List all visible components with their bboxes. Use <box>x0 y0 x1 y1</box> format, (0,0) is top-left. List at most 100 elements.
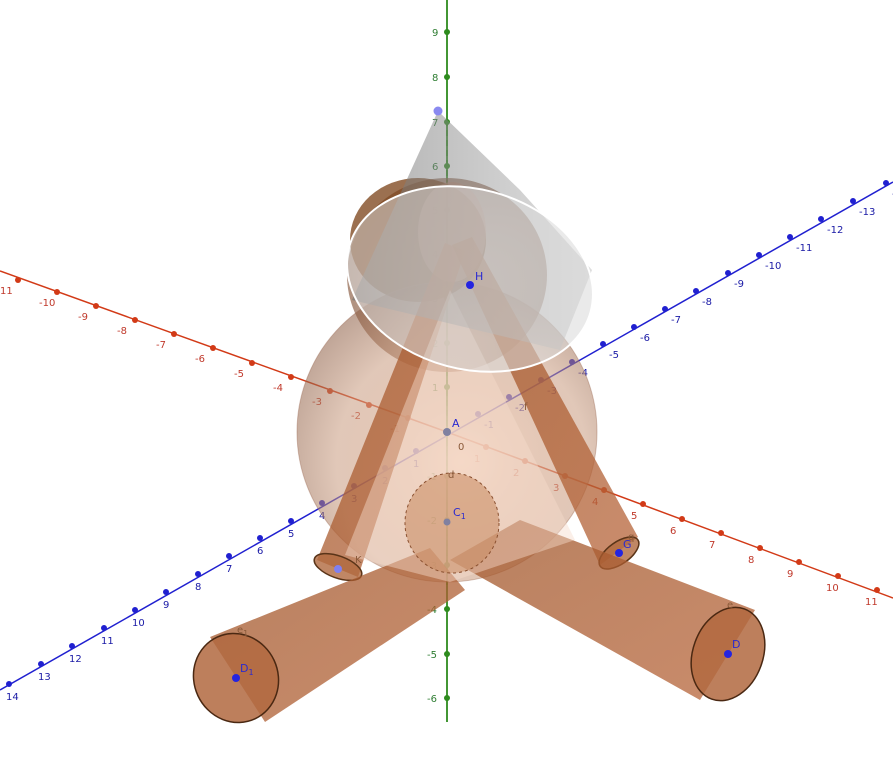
y-tick-dot <box>101 625 107 631</box>
point-D-label: D <box>732 638 740 651</box>
y-tick-label: 8 <box>195 582 201 593</box>
y-tick-dot <box>288 518 294 524</box>
point-D-dot <box>724 650 732 658</box>
y-tick-dot <box>38 661 44 667</box>
z-tick-label: -5 <box>427 650 437 661</box>
point-D1-label: D1 <box>240 662 254 677</box>
x-tick-dot <box>15 277 21 283</box>
x-tick-label: -10 <box>39 298 55 309</box>
point-apex[interactable] <box>433 106 443 116</box>
z-tick-dot <box>444 651 450 657</box>
y-tick-label: 4 <box>319 511 325 522</box>
y-tick-label: 13 <box>38 672 51 683</box>
inner-cone[interactable] <box>345 290 575 582</box>
x-tick-dot <box>288 374 294 380</box>
point-K[interactable]: K <box>334 555 362 573</box>
y-tick-dot <box>756 252 762 258</box>
x-tick-dot <box>796 559 802 565</box>
x-tick-dot <box>210 345 216 351</box>
y-tick-label: 7 <box>226 564 232 575</box>
y-tick-label: 10 <box>132 618 145 629</box>
point-H[interactable]: H <box>466 270 483 289</box>
x-tick-label: -5 <box>234 369 244 380</box>
y-tick-dot <box>818 216 824 222</box>
z-tick-dot <box>444 29 450 35</box>
point-D1-dot <box>232 674 240 682</box>
label-f: f <box>524 402 528 413</box>
y-tick-dot <box>257 535 263 541</box>
label-e: e <box>727 600 733 611</box>
x-tick-label: 8 <box>748 555 754 566</box>
point-K-label: K <box>355 555 362 566</box>
x-tick-dot <box>93 303 99 309</box>
y-tick-label: 14 <box>6 692 19 703</box>
y-tick-dot <box>195 571 201 577</box>
inner-sphere-small <box>404 472 500 574</box>
x-tick-dot <box>679 516 685 522</box>
x-tick-dot <box>132 317 138 323</box>
y-tick-dot <box>163 589 169 595</box>
y-tick-dot <box>725 270 731 276</box>
x-tick-dot <box>757 545 763 551</box>
x-tick-dot <box>249 360 255 366</box>
point-A[interactable]: A <box>443 417 460 436</box>
y-tick-dot <box>787 234 793 240</box>
x-tick-dot <box>171 331 177 337</box>
y-tick-dot <box>226 553 232 559</box>
hat-cone[interactable] <box>326 111 614 398</box>
point-G[interactable]: G <box>615 538 632 557</box>
y-tick-dot <box>693 288 699 294</box>
y-tick-label: -8 <box>702 297 712 308</box>
x-tick-label: -6 <box>195 354 205 365</box>
y-tick-label: 6 <box>257 546 263 557</box>
point-C1[interactable]: C1 <box>443 506 466 526</box>
x-tick-label: -4 <box>273 383 283 394</box>
z-tick-label: -6 <box>427 694 437 705</box>
point-C1-label: C1 <box>453 506 466 521</box>
label-d: d <box>448 470 454 481</box>
point-D[interactable]: D <box>724 638 740 658</box>
y-tick-label: 5 <box>288 529 294 540</box>
x-tick-label: 11 <box>0 286 13 297</box>
x-tick-dot <box>718 530 724 536</box>
right-leg-side <box>450 520 755 700</box>
x-tick-label: 5 <box>631 511 637 522</box>
label-zero: 0 <box>458 442 464 453</box>
y-tick-dot <box>883 180 889 186</box>
y-tick-dot <box>6 681 12 687</box>
y-tick-label: -9 <box>734 279 744 290</box>
y-tick-label: -13 <box>859 207 875 218</box>
left-leg-cylinder[interactable] <box>179 548 465 737</box>
point-A-label: A <box>452 417 460 430</box>
apex-dot <box>433 106 443 116</box>
x-tick-label: 10 <box>826 583 839 594</box>
x-tick-dot <box>835 573 841 579</box>
inner-cone-side <box>345 290 575 582</box>
z-tick-dot <box>444 606 450 612</box>
y-tick-label: -11 <box>796 243 812 254</box>
label-e1: e1 <box>237 625 248 638</box>
y-tick-label: 11 <box>101 636 114 647</box>
point-K-dot <box>334 565 342 573</box>
y-tick-dot <box>631 324 637 330</box>
point-G-label: G <box>623 538 632 551</box>
y-tick-label: 12 <box>69 654 82 665</box>
x-tick-dot <box>54 289 60 295</box>
y-tick-label: -7 <box>671 315 681 326</box>
x-tick-label: -7 <box>156 340 166 351</box>
point-H-dot <box>466 281 474 289</box>
y-tick-dot <box>69 643 75 649</box>
y-tick-label: -10 <box>765 261 781 272</box>
hat-cone-base <box>346 185 594 373</box>
x-tick-label: 11 <box>865 597 878 608</box>
y-tick-dot <box>662 306 668 312</box>
z-tick-label: 8 <box>432 73 438 84</box>
label-q: q <box>628 532 634 543</box>
z-tick-dot <box>444 695 450 701</box>
z-tick-label: 9 <box>432 28 438 39</box>
x-tick-label: 6 <box>670 526 676 537</box>
y-tick-label: -6 <box>640 333 650 344</box>
y-tick-dot <box>600 341 606 347</box>
point-D1[interactable]: D1 <box>232 662 254 682</box>
